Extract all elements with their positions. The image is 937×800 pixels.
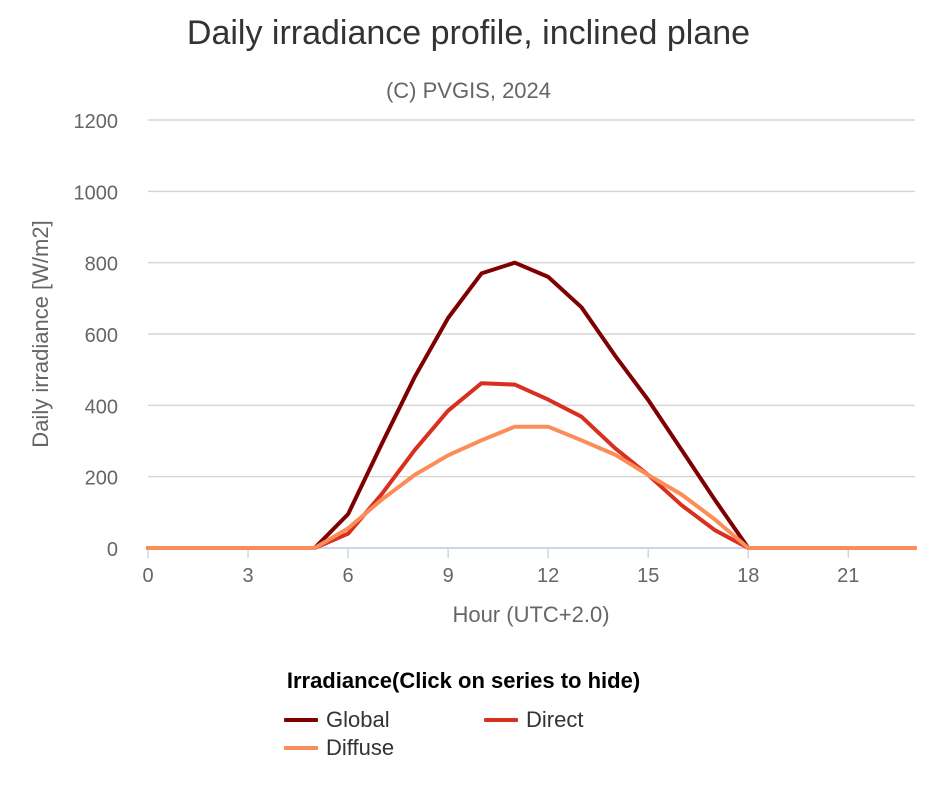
- y-axis-title: Daily irradiance [W/m2]: [28, 220, 53, 447]
- legend-label: Direct: [526, 707, 584, 732]
- y-tick-label: 800: [85, 254, 118, 276]
- x-tick-label: 18: [737, 565, 759, 587]
- x-tick-label: 12: [537, 565, 559, 587]
- y-tick-label: 600: [85, 325, 118, 347]
- series-line-direct[interactable]: [146, 381, 917, 550]
- legend-item-diffuse[interactable]: Diffuse: [284, 734, 394, 762]
- legend-item-global[interactable]: Global: [284, 706, 390, 734]
- x-tick-label: 0: [142, 565, 153, 587]
- y-tick-label: 0: [107, 539, 118, 561]
- series-line-diffuse[interactable]: [146, 424, 917, 550]
- plot-area: 0 200 400 600 800 1000 1200 0 3 6 9 12 15 18 21 Hour (…: [28, 111, 917, 627]
- grid-lines: [148, 119, 915, 478]
- x-tick-label: 21: [837, 565, 859, 587]
- y-tick-label: 200: [85, 468, 118, 490]
- legend-swatch: [284, 718, 318, 722]
- x-axis-title: Hour (UTC+2.0): [452, 602, 609, 627]
- legend-label: Diffuse: [326, 735, 395, 760]
- y-tick-label: 1000: [74, 182, 119, 204]
- y-tick-label: 1200: [74, 111, 119, 133]
- x-tick-label: 9: [443, 565, 454, 587]
- legend-item-direct[interactable]: Direct: [484, 706, 583, 734]
- legend: Irradiance(Click on series to hide) Glob…: [0, 668, 937, 760]
- x-tick-label: 6: [343, 565, 354, 587]
- legend-label: Global: [326, 707, 390, 732]
- series-lines[interactable]: [146, 260, 917, 550]
- chart-title: Daily irradiance profile, inclined plane: [186, 14, 751, 52]
- chart-subtitle: (C) PVGIS, 2024: [385, 78, 552, 103]
- axes: 0 200 400 600 800 1000 1200 0 3 6 9 12 15 18 21: [74, 111, 915, 587]
- x-tick-label: 3: [242, 565, 253, 587]
- legend-swatch: [284, 746, 318, 750]
- legend-title: Irradiance(Click on series to hide): [286, 668, 641, 693]
- x-tick-label: 15: [637, 565, 659, 587]
- legend-swatch: [484, 718, 518, 722]
- y-tick-label: 400: [85, 396, 118, 418]
